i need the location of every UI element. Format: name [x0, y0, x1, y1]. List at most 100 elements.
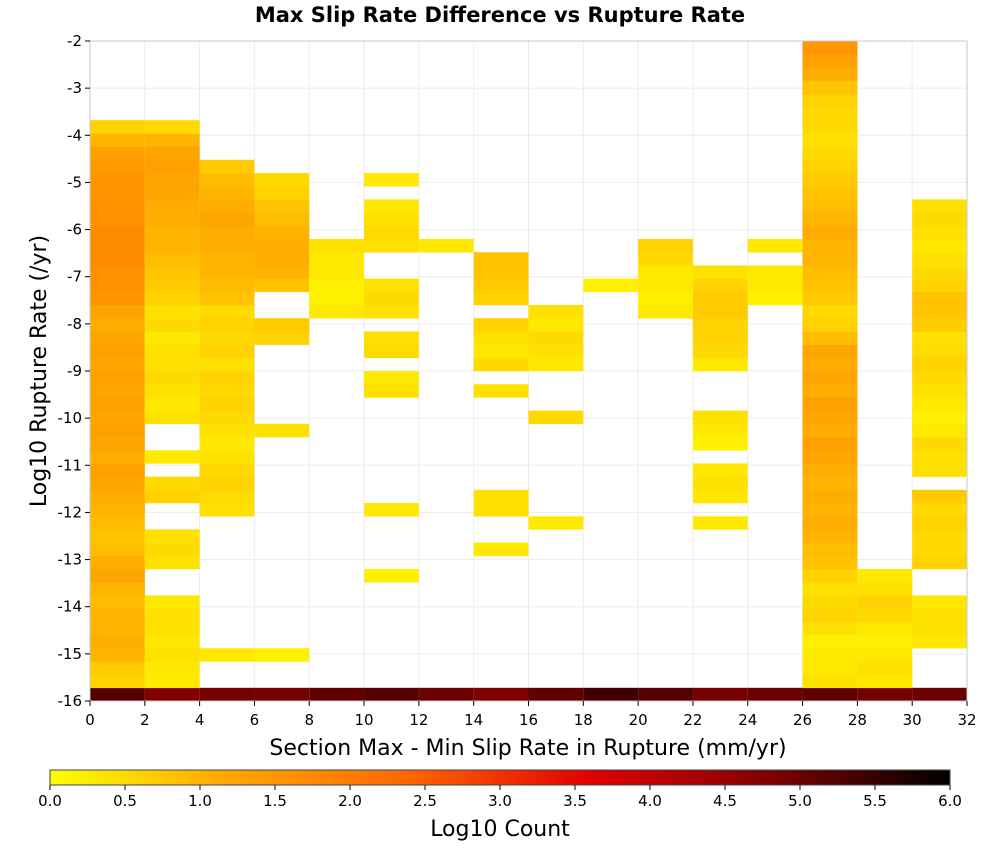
heatmap-cell [912, 265, 967, 279]
heatmap-cell [857, 635, 913, 649]
heatmap-cell [199, 437, 255, 451]
heatmap-cell [364, 173, 419, 187]
colorbar-tick-label: 2.0 [338, 792, 362, 810]
heatmap-cell [857, 621, 913, 636]
x-tick-label: 8 [304, 711, 314, 729]
heatmap-cell [199, 199, 255, 213]
heatmap-cell [364, 225, 419, 240]
heatmap-cell [692, 305, 748, 319]
x-tick-label: 0 [85, 711, 95, 729]
heatmap-cell [90, 516, 145, 530]
heatmap-cell [638, 305, 693, 319]
heatmap-cell [199, 410, 255, 425]
heatmap-cell [199, 305, 255, 319]
chart-title: Max Slip Rate Difference vs Rupture Rate [255, 3, 745, 27]
heatmap-cell [309, 291, 365, 306]
heatmap-cell [144, 212, 200, 227]
heatmap-cell [912, 555, 967, 570]
heatmap-cell [418, 239, 474, 253]
heatmap-cell [364, 278, 419, 293]
heatmap-cell [90, 489, 145, 504]
heatmap-cell [199, 186, 255, 200]
plot-area [89, 40, 968, 702]
heatmap-cell [802, 476, 858, 491]
heatmap-cell [802, 423, 858, 438]
heatmap-cell [199, 397, 255, 411]
heatmap-cell [638, 239, 693, 253]
heatmap-cell [90, 318, 145, 332]
y-tick-label: -14 [58, 598, 83, 616]
heatmap-cell [90, 476, 145, 491]
heatmap-cell [802, 384, 858, 398]
heatmap-cell [90, 186, 145, 200]
heatmap-cell [144, 410, 200, 425]
heatmap-cell [418, 687, 474, 702]
heatmap-cell [144, 357, 200, 372]
heatmap-cell [199, 265, 255, 279]
heatmap-cell [199, 212, 255, 227]
heatmap-cell [90, 357, 145, 372]
heatmap-cell [802, 648, 858, 662]
heatmap-cell [638, 278, 693, 293]
heatmap-cell [199, 384, 255, 398]
heatmap-cell [144, 318, 200, 332]
heatmap-cell [90, 397, 145, 411]
heatmap-cell [802, 252, 858, 266]
heatmap-cell [90, 344, 145, 359]
heatmap-cell [144, 542, 200, 557]
heatmap-cell [90, 621, 145, 636]
heatmap-cell [254, 423, 310, 438]
heatmap-cell [254, 648, 310, 662]
heatmap-cell [90, 384, 145, 398]
heatmap-cell [528, 331, 584, 345]
x-tick-label: 30 [903, 711, 922, 729]
heatmap-cell [90, 159, 145, 174]
heatmap-cell [90, 503, 145, 517]
heatmap-cell [912, 450, 967, 464]
heatmap-cell [692, 410, 748, 425]
heatmap-cell [802, 450, 858, 464]
heatmap-cell [254, 186, 310, 200]
heatmap-cell [199, 344, 255, 359]
heatmap-cell [90, 423, 145, 438]
heatmap-cell [90, 542, 145, 557]
heatmap-cell [802, 608, 858, 623]
heatmap-cell [199, 159, 255, 174]
heatmap-cell [912, 225, 967, 240]
x-tick-label: 10 [355, 711, 374, 729]
heatmap-cell [802, 265, 858, 279]
heatmap-cell [144, 291, 200, 306]
heatmap-cell [802, 107, 858, 121]
heatmap-cell [802, 80, 858, 95]
heatmap-cell [90, 687, 145, 702]
heatmap-cell [254, 278, 310, 293]
colorbar-tick-label: 0.0 [38, 792, 62, 810]
heatmap-cell [309, 687, 365, 702]
heatmap-cell [90, 212, 145, 227]
heatmap-cell [144, 489, 200, 504]
heatmap-cell [199, 225, 255, 240]
heatmap-cell [473, 384, 529, 398]
heatmap-cell [144, 674, 200, 689]
heatmap-cell [90, 674, 145, 689]
heatmap-cell [692, 331, 748, 345]
heatmap-cell [912, 423, 967, 438]
heatmap-cell [912, 357, 967, 372]
heatmap-cell [802, 318, 858, 332]
heatmap-cell [802, 489, 858, 504]
heatmap-cell [199, 503, 255, 517]
x-tick-label: 26 [793, 711, 812, 729]
heatmap-cell [473, 331, 529, 345]
heatmap-cell [692, 278, 748, 293]
heatmap-cell [802, 212, 858, 227]
heatmap-cell [857, 661, 913, 675]
x-tick-label: 24 [738, 711, 757, 729]
heatmap-cell [254, 173, 310, 187]
heatmap-cell [638, 291, 693, 306]
heatmap-cell [199, 450, 255, 464]
y-tick-label: -10 [58, 409, 83, 427]
y-tick-label: -13 [58, 551, 83, 569]
heatmap-cell [692, 423, 748, 438]
heatmap-cell [199, 318, 255, 332]
heatmap-cell [802, 173, 858, 187]
